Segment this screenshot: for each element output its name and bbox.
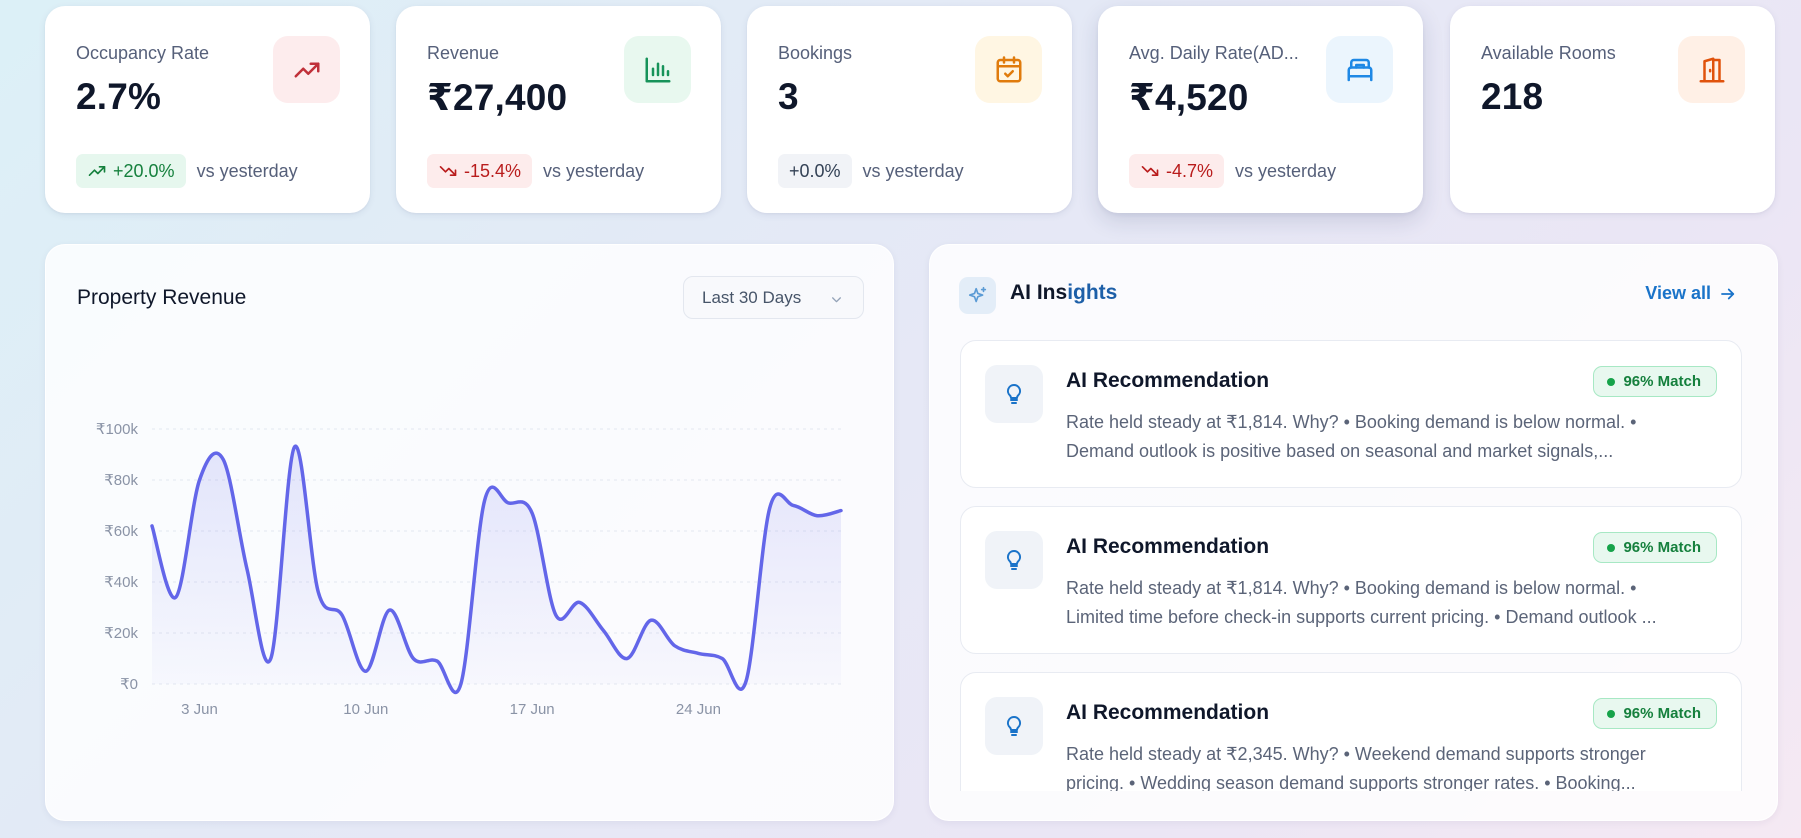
y-tick-label: ₹60k [104,523,138,540]
stat-value: 2.7% [76,76,162,117]
sparkles-icon [959,277,996,314]
view-all-label: View all [1645,283,1711,303]
ai-insights-panel: AI Insights View all AI Recommendation 9… [929,244,1778,821]
ai-insights-title: AI Insights [1010,281,1117,305]
match-badge: 96% Match [1593,698,1717,729]
change-value: -4.7% [1166,160,1214,181]
trending-up-icon [88,166,106,176]
change-badge: -15.4% [427,154,533,188]
insight-line: Rate held steady at ₹1,814. Why? • Booki… [1066,578,1637,598]
date-range-value: Last 30 Days [702,287,802,307]
revenue-area [152,446,841,693]
insight-text: Rate held steady at ₹2,345. Why? • Weeke… [1066,740,1716,791]
insight-line: Demand outlook is positive based on seas… [1066,441,1614,461]
stat-value: ₹4,520 [1129,77,1249,118]
stat-card-available-rooms[interactable]: Available Rooms 218 [1450,6,1775,213]
match-badge: 96% Match [1593,366,1717,397]
match-badge: 96% Match [1593,532,1717,563]
insight-card[interactable]: AI Recommendation 96% Match Rate held st… [960,672,1742,791]
match-value: 96% Match [1623,539,1701,556]
change-badge: -4.7% [1129,154,1225,188]
y-tick-label: ₹80k [104,472,138,489]
revenue-line [150,444,843,695]
x-tick-label: 24 Jun [676,701,721,718]
status-dot-icon [1607,709,1616,718]
stat-value: 3 [778,76,799,117]
stat-card-bookings[interactable]: Bookings 3 +0.0% vs yesterday [747,6,1072,213]
compare-text: vs yesterday [862,160,964,181]
insight-title: AI Recommendation [1066,369,1270,392]
insights-list[interactable]: AI Recommendation 96% Match Rate held st… [960,340,1742,791]
trending-down-icon [439,166,457,176]
change-badge: +20.0% [76,154,186,188]
insight-title: AI Recommendation [1066,701,1270,724]
trending-down-icon [1141,166,1159,176]
insight-text: Rate held steady at ₹1,814. Why? • Booki… [1066,408,1716,466]
insight-line: Rate held steady at ₹2,345. Why? • Weeke… [1066,744,1646,764]
change-value: +20.0% [113,160,175,181]
insight-line: Rate held steady at ₹1,814. Why? • Booki… [1066,412,1637,432]
compare-text: vs yesterday [543,160,645,181]
insight-card[interactable]: AI Recommendation 96% Match Rate held st… [960,340,1742,488]
door-exit-icon [1678,36,1745,103]
trending-up-icon [273,36,340,103]
stat-label: Avg. Daily Rate(AD... [1129,43,1299,63]
stat-card-occupancy[interactable]: Occupancy Rate 2.7% +20.0% vs yesterday [45,6,370,213]
stat-label: Available Rooms [1481,43,1616,63]
date-range-select[interactable]: Last 30 Days [683,276,864,319]
x-tick-label: 3 Jun [181,701,218,718]
compare-text: vs yesterday [196,160,298,181]
ai-insights-title-part1: AI Ins [1010,281,1068,304]
x-tick-label: 10 Jun [343,701,388,718]
ai-insights-title-part2: ights [1067,281,1118,304]
view-all-link[interactable]: View all [1645,283,1737,304]
stat-label: Bookings [778,43,853,63]
insight-text: Rate held steady at ₹1,814. Why? • Booki… [1066,574,1716,632]
y-tick-label: ₹0 [120,676,138,693]
stat-value: ₹27,400 [427,77,568,118]
lightbulb-icon [985,531,1043,589]
panel-title: Property Revenue [77,286,247,309]
lightbulb-icon [985,365,1043,423]
stat-card-revenue[interactable]: Revenue ₹27,400 -15.4% vs yesterday [396,6,721,213]
lightbulb-icon [985,697,1043,755]
status-dot-icon [1607,543,1616,552]
insight-card[interactable]: AI Recommendation 96% Match Rate held st… [960,506,1742,654]
y-tick-label: ₹100k [96,421,139,438]
stat-value: 218 [1481,76,1544,117]
insight-line: Limited time before check-in supports cu… [1066,607,1657,627]
change-badge: +0.0% [778,154,852,188]
change-value: -15.4% [464,160,522,181]
revenue-chart: ₹0 ₹20k ₹40k ₹60k ₹80k ₹100k 3 Jun 10 Jun 17 Ju… [96,421,843,718]
y-tick-label: ₹40k [104,574,138,591]
chevron-down-icon [832,297,841,303]
y-tick-label: ₹20k [104,625,138,642]
status-dot-icon [1607,377,1616,386]
arrow-right-icon [1721,288,1735,299]
x-tick-label: 17 Jun [510,701,555,718]
bar-chart-icon [624,36,691,103]
stat-label: Occupancy Rate [76,43,210,63]
bed-icon [1326,36,1393,103]
stat-card-adr[interactable]: Avg. Daily Rate(AD... ₹4,520 -4.7% vs ye… [1098,6,1423,213]
stat-label: Revenue [427,43,500,63]
calendar-check-icon [975,36,1042,103]
insight-line: pricing. • Wedding season demand support… [1066,773,1636,791]
insight-title: AI Recommendation [1066,535,1270,558]
match-value: 96% Match [1623,373,1701,390]
change-value: +0.0% [789,160,841,181]
compare-text: vs yesterday [1235,160,1337,181]
revenue-panel: Property Revenue Last 30 Days ₹0 ₹20k ₹40k… [45,244,894,821]
match-value: 96% Match [1623,705,1701,722]
